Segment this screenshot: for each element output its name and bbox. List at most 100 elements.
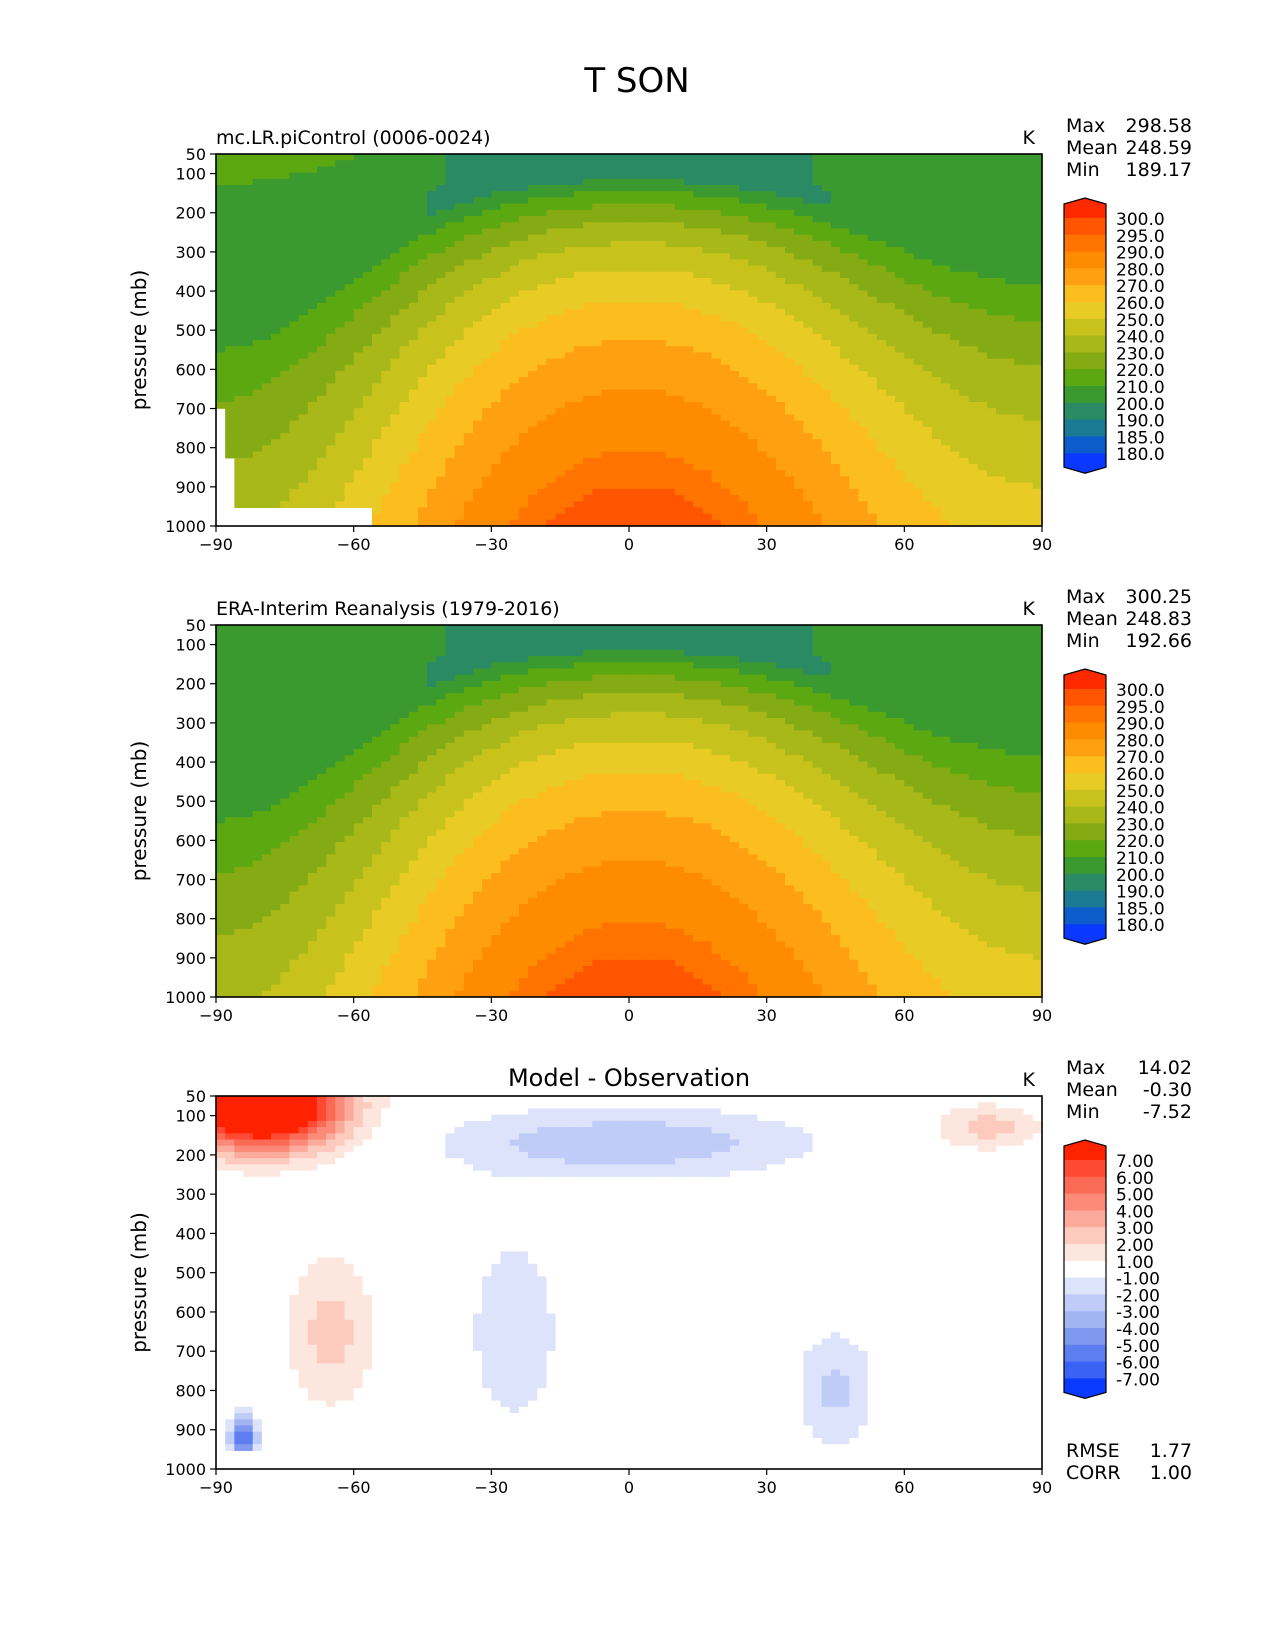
contour-cell [959,209,970,217]
contour-cell [225,247,235,254]
contour-cell [280,271,291,279]
contour-cell [720,433,731,440]
contour-cell [362,296,373,304]
contour-cell [463,197,474,205]
contour-cell [739,414,749,422]
contour-cell [372,426,382,434]
contour-cell [849,265,860,273]
contour-cell [922,247,933,254]
contour-cell [509,154,520,161]
contour-cell [408,433,419,440]
contour-cell [509,340,520,347]
contour-cell [785,395,795,403]
contour-cell [399,420,410,428]
contour-cell [950,519,960,527]
contour-cell [610,172,621,180]
contour-cell [472,302,483,310]
contour-cell [922,408,933,415]
contour-cell [381,265,391,273]
contour-cell [885,321,896,329]
contour-cell [316,296,327,304]
contour-cell [528,271,538,279]
contour-cell [280,203,291,211]
contour-cell [518,476,529,484]
contour-cell [518,402,529,409]
contour-cell [482,209,492,217]
contour-cell [757,247,768,254]
contour-cell [830,321,841,329]
contour-cell [445,513,456,521]
contour-cell [500,414,511,422]
contour-cell [931,296,942,304]
contour-cell [482,352,492,360]
contour-cell [821,457,832,465]
contour-cell [225,333,235,341]
contour-cell [922,402,933,409]
contour-cell [372,408,382,415]
contour-cell [840,377,850,384]
contour-cell [729,278,740,285]
contour-cell [821,383,832,391]
contour-cell [509,271,520,279]
contour-cell [243,154,254,161]
contour-cell [968,271,979,279]
contour-cell [748,507,759,515]
contour-cell [546,395,557,403]
contour-cell [941,395,951,403]
contour-cell [546,352,557,360]
contour-cell [757,166,768,174]
contour-cell [757,389,768,397]
contour-cell [243,216,254,223]
contour-cell [509,209,520,217]
contour-cell [555,333,566,341]
contour-cell [885,488,896,496]
contour-cell [518,445,529,453]
contour-cell [353,284,364,291]
contour-cell [610,519,621,527]
contour-cell [904,346,915,353]
contour-cell [830,482,841,490]
contour-cell [528,185,538,192]
contour-cell [417,216,428,223]
contour-cell [904,402,915,409]
contour-cell [482,197,492,205]
contour-cell [472,402,483,409]
contour-cell [482,433,492,440]
contour-cell [583,160,593,167]
contour-cell [757,197,768,205]
contour-cell [280,402,291,409]
contour-cell [931,408,942,415]
contour-cell [271,420,281,428]
contour-cell [491,172,502,180]
contour-cell [372,395,382,403]
contour-cell [289,420,300,428]
contour-cell [702,222,713,229]
contour-cell [867,203,878,211]
contour-cell [326,395,336,403]
contour-cell [638,209,648,217]
contour-cell [895,451,905,459]
contour-cell [959,228,970,236]
contour-cell [472,234,483,242]
contour-cell [665,166,676,174]
contour-cell [830,209,841,217]
contour-cell [482,333,492,341]
contour-cell [674,513,685,521]
contour-cell [748,191,759,198]
contour-cell [849,445,860,453]
contour-cell [904,228,915,236]
contour-cell [702,346,713,353]
contour-cell [546,519,557,527]
contour-cell [482,240,492,248]
contour-cell [922,203,933,211]
contour-cell [243,439,254,446]
contour-cell [592,191,603,198]
contour-cell [390,209,401,217]
contour-cell [316,228,327,236]
contour-cell [372,389,382,397]
contour-cell [280,457,291,465]
contour-cell [775,278,786,285]
contour-cell [500,247,511,254]
contour-cell [537,439,547,446]
contour-cell [913,482,924,490]
